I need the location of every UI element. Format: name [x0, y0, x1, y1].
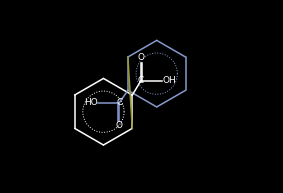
Text: HO: HO	[84, 98, 98, 107]
Text: C: C	[138, 76, 144, 85]
Text: OH: OH	[162, 76, 176, 85]
Text: O: O	[116, 121, 123, 130]
Text: O: O	[137, 53, 144, 63]
Text: C: C	[116, 98, 123, 107]
